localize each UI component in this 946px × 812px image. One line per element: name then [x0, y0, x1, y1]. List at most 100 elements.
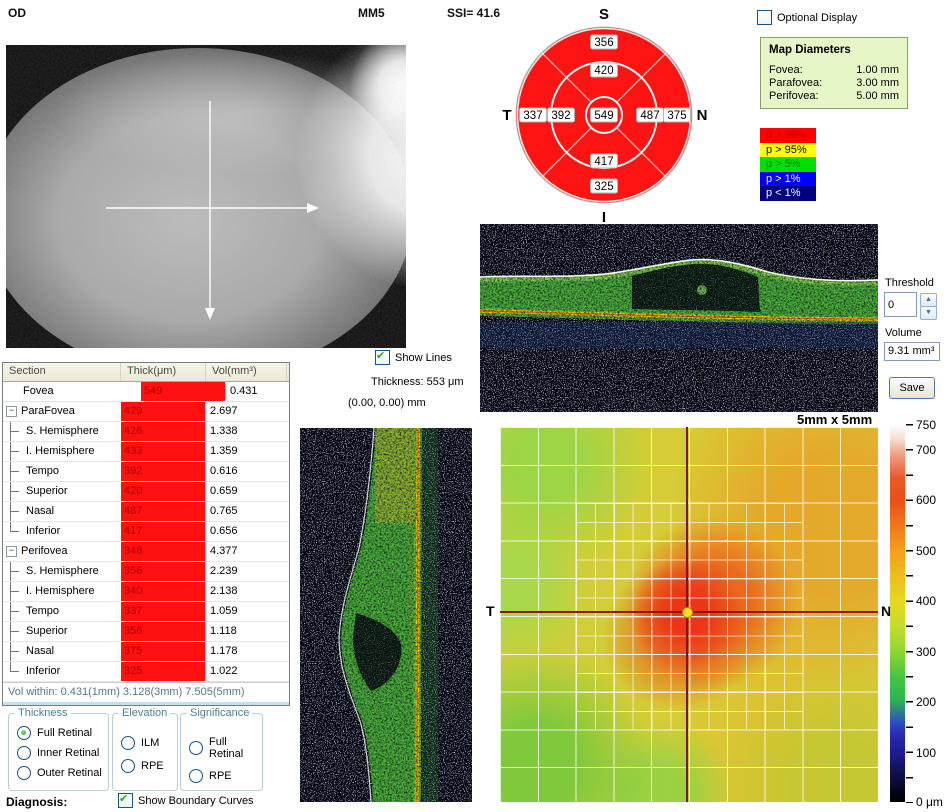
- table-row: I. Hemisphere 433 1.359: [3, 442, 289, 462]
- parafovea-diameter-label: Parafovea:: [769, 77, 823, 89]
- perifovea-diameter-label: Perifovea:: [769, 90, 819, 102]
- elevation-group-title: Elevation: [119, 707, 171, 719]
- colorbar-label: 750: [916, 418, 937, 432]
- map-center-dot: [682, 607, 693, 618]
- fundus-crosshair: [106, 101, 309, 309]
- etdrs-outer-right: 375: [667, 110, 686, 122]
- thickness-group-title: Thickness: [15, 707, 71, 719]
- etdrs-outer-top: 356: [594, 37, 613, 49]
- tree-branch-icon: [9, 582, 26, 601]
- significance-legend: p > 99% p > 95% p > 5% p > 1% p < 1%: [760, 128, 816, 201]
- colorbar-label: 200: [916, 695, 937, 709]
- col-thick: Thick(μm): [121, 363, 206, 381]
- ssi-label: SSI= 41.6: [447, 6, 501, 20]
- colorbar-label: 100: [916, 746, 937, 760]
- threshold-spin-up[interactable]: ▲: [920, 293, 937, 307]
- table-row: Superior 356 1.118: [3, 622, 289, 642]
- compass-superior: S: [599, 6, 609, 23]
- threshold-input[interactable]: [884, 292, 917, 317]
- vertical-bscan-image[interactable]: [300, 427, 472, 803]
- tree-branch-icon: [9, 462, 26, 481]
- outer-retinal-radio[interactable]: [17, 766, 31, 780]
- ilm-boundary-curve: [338, 427, 375, 803]
- tree-branch-icon: [9, 442, 26, 461]
- colorbar-label: 700: [916, 443, 937, 457]
- rpe-elevation-radio[interactable]: [121, 759, 135, 773]
- scan-type-label: MM5: [358, 6, 385, 20]
- optional-display-label: Optional Display: [777, 11, 858, 24]
- etdrs-outer-bottom: 325: [594, 181, 613, 193]
- ilm-radio[interactable]: [121, 736, 135, 750]
- table-row: Tempo 337 1.059: [3, 602, 289, 622]
- map-nasal-label: N: [881, 603, 892, 619]
- table-row: Inferior 325 1.022: [3, 662, 289, 682]
- table-row: Fovea 549 0.431: [3, 382, 289, 402]
- thickness-colorbar: [890, 424, 905, 802]
- table-header: Section Thick(μm) Vol(mm³): [3, 363, 289, 382]
- colorbar-label: 0 μm: [916, 795, 943, 809]
- inner-retinal-radio[interactable]: [17, 746, 31, 760]
- sig-full-retinal-radio[interactable]: [189, 741, 203, 755]
- map-diameters-box: Map Diameters Fovea: 1.00 mm Parafovea: 3.…: [760, 37, 908, 109]
- horizontal-bscan-image[interactable]: [479, 224, 879, 412]
- collapse-icon[interactable]: −: [6, 546, 17, 557]
- table-row: S. Hemisphere 356 2.239: [3, 562, 289, 582]
- sig-rpe-radio[interactable]: [189, 769, 203, 783]
- table-row: Nasal 375 1.178: [3, 642, 289, 662]
- thickness-map[interactable]: [500, 427, 878, 802]
- table-row: I. Hemisphere 340 2.138: [3, 582, 289, 602]
- tree-branch-icon: [9, 642, 26, 661]
- show-boundary-curves-checkbox[interactable]: [118, 792, 133, 808]
- show-boundary-curves-label: Show Boundary Curves: [138, 794, 254, 807]
- legend-plt1: p < 1%: [760, 186, 816, 201]
- eye-label: OD: [8, 6, 26, 20]
- tree-branch-icon: [9, 482, 26, 501]
- map-size-label: 5mm x 5mm: [797, 412, 873, 427]
- colorbar-label: 400: [916, 594, 937, 608]
- tree-branch-icon: [9, 602, 26, 621]
- etdrs-center: 549: [594, 110, 613, 122]
- tree-branch-icon: [9, 522, 26, 541]
- table-row: S. Hemisphere 426 1.338: [3, 422, 289, 442]
- ilm-label: ILM: [141, 737, 160, 749]
- fundus-image[interactable]: [0, 20, 565, 378]
- crosshair-down-arrow-icon: [205, 308, 215, 320]
- show-lines-label: Show Lines: [395, 351, 452, 364]
- collapse-icon[interactable]: −: [6, 406, 17, 417]
- etdrs-map: 356 420 549 337 392 487 375 417 325 S: [497, 3, 712, 226]
- fovea-diameter-value: 1.00 mm: [856, 64, 899, 76]
- outer-retinal-label: Outer Retinal: [37, 767, 102, 779]
- volume-label: Volume: [885, 327, 922, 339]
- table-row: − Perifovea 348 4.377: [3, 542, 289, 562]
- map-temporal-label: T: [486, 603, 495, 619]
- show-lines-checkbox[interactable]: [375, 349, 390, 365]
- sig-rpe-label: RPE: [209, 770, 232, 782]
- ilm-boundary-curve: [479, 258, 879, 282]
- fovea-diameter-label: Fovea:: [769, 64, 803, 76]
- full-retinal-radio[interactable]: [17, 726, 31, 740]
- threshold-spin-down[interactable]: ▼: [920, 306, 937, 320]
- parafovea-diameter-value: 3.00 mm: [856, 77, 899, 89]
- rpe-elevation-label: RPE: [141, 760, 164, 772]
- crosshair-right-arrow-icon: [307, 203, 319, 213]
- tree-branch-icon: [9, 562, 26, 581]
- compass-inferior: I: [602, 209, 606, 225]
- significance-group-title: Significance: [187, 707, 253, 719]
- tree-branch-icon: [9, 422, 26, 441]
- save-button[interactable]: Save: [889, 377, 935, 399]
- col-section: Section: [3, 363, 121, 381]
- legend-p95: p > 95%: [760, 142, 816, 158]
- tree-branch-icon: [9, 662, 26, 681]
- optional-display-checkbox[interactable]: [757, 10, 772, 25]
- colorbar-label: 300: [916, 645, 937, 659]
- table-row: Tempo 392 0.616: [3, 462, 289, 482]
- perifovea-diameter-value: 5.00 mm: [856, 90, 899, 102]
- legend-p1: p > 1%: [760, 171, 816, 187]
- etdrs-inner-top: 420: [594, 65, 613, 77]
- table-row: − ParaFovea 429 2.697: [3, 402, 289, 422]
- significance-group: Significance Full Retinal RPE: [180, 707, 263, 791]
- colorbar-label: 500: [916, 544, 937, 558]
- vol-within-summary: Vol within: 0.431(1mm) 3.128(3mm) 7.505(…: [3, 682, 289, 705]
- full-retinal-label: Full Retinal: [37, 727, 93, 739]
